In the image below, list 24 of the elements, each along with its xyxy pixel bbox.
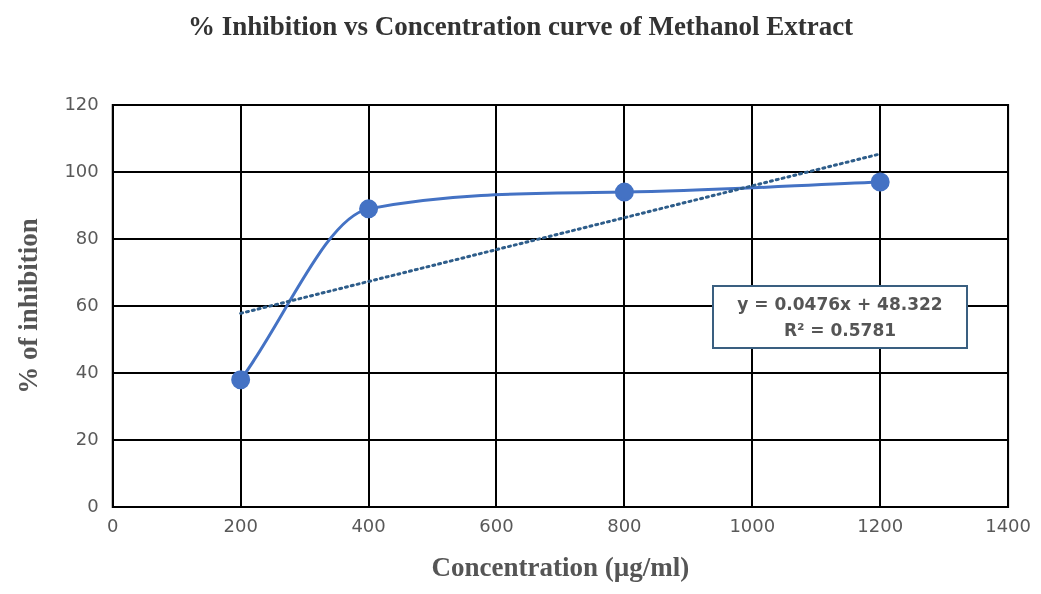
y-tick-label: 0 [87, 494, 99, 516]
point [359, 199, 379, 219]
y-tick-label: 100 [64, 159, 99, 181]
y-tick-label: 80 [75, 226, 99, 248]
y-tick-label: 60 [75, 293, 99, 315]
point [614, 182, 634, 202]
x-tick-label: 200 [223, 515, 258, 537]
annotation: R² = 0.5781 [782, 319, 898, 342]
y-tick-label: 20 [75, 427, 99, 449]
annotation: y = 0.0476x + 48.322 [736, 293, 944, 316]
x-tick-label: 0 [107, 515, 119, 537]
y-tick-label: 120 [64, 92, 99, 114]
point [231, 370, 251, 390]
x-tick-label: 800 [607, 515, 642, 537]
chart-title: % Inhibition vs Concentration curve of Methanol Extract [186, 10, 855, 43]
x-tick-label: 400 [351, 515, 386, 537]
point [870, 172, 890, 192]
y-tick-label: 40 [75, 360, 99, 382]
y-axis-title: % of inhibition [13, 218, 44, 394]
x-tick-label: 600 [479, 515, 514, 537]
x-tick-label: 1000 [729, 515, 776, 537]
x-axis-title: Concentration (µg/ml) [431, 551, 690, 582]
x-tick-label: 1400 [985, 515, 1031, 537]
x-tick-label: 1200 [857, 515, 904, 537]
